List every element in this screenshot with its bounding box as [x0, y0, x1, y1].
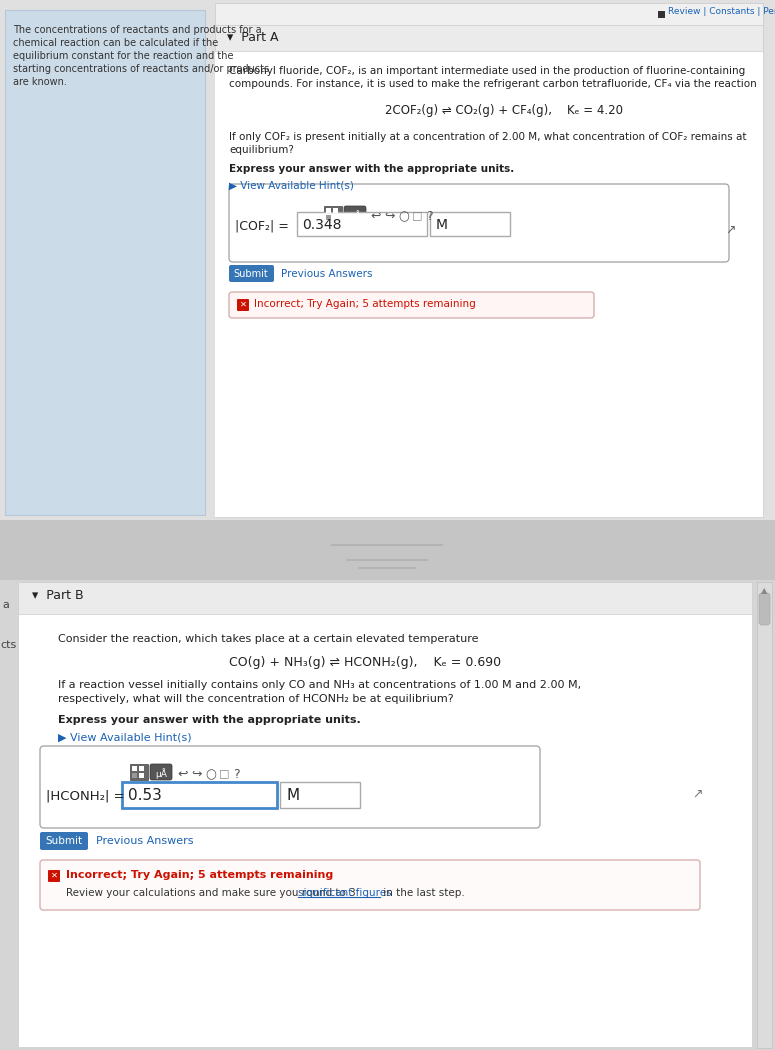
- Text: chemical reaction can be calculated if the: chemical reaction can be calculated if t…: [13, 38, 219, 48]
- Bar: [326, 208, 331, 213]
- Text: ↩: ↩: [370, 210, 381, 223]
- Bar: [130, 764, 148, 780]
- Bar: [139, 766, 144, 771]
- Text: |HCONH₂| =: |HCONH₂| =: [46, 790, 125, 803]
- FancyBboxPatch shape: [40, 860, 700, 910]
- Text: ▶ View Available Hint(s): ▶ View Available Hint(s): [229, 180, 354, 190]
- Text: ?: ?: [233, 768, 239, 781]
- Bar: [326, 215, 331, 220]
- Text: ✕: ✕: [239, 300, 246, 309]
- Bar: [0, 580, 775, 1050]
- Bar: [430, 212, 510, 236]
- Bar: [658, 10, 665, 18]
- Text: ▲: ▲: [761, 586, 767, 595]
- Bar: [215, 3, 763, 517]
- Bar: [215, 25, 763, 51]
- Bar: [18, 582, 752, 614]
- Text: M: M: [286, 788, 299, 803]
- Bar: [280, 782, 360, 808]
- FancyBboxPatch shape: [48, 870, 60, 882]
- Text: equilibrium?: equilibrium?: [229, 145, 294, 155]
- Text: significant figures: significant figures: [298, 888, 392, 898]
- Text: CO(g) + NH₃(g) ⇌ HCONH₂(g),    Kₑ = 0.690: CO(g) + NH₃(g) ⇌ HCONH₂(g), Kₑ = 0.690: [229, 656, 501, 669]
- Text: ✕: ✕: [50, 872, 57, 880]
- FancyBboxPatch shape: [229, 184, 729, 262]
- FancyBboxPatch shape: [237, 299, 249, 311]
- Bar: [324, 206, 342, 222]
- Bar: [215, 3, 763, 25]
- Bar: [333, 215, 338, 220]
- Text: in the last step.: in the last step.: [380, 888, 465, 898]
- Bar: [297, 212, 427, 236]
- Text: ▶ View Available Hint(s): ▶ View Available Hint(s): [58, 733, 191, 743]
- Text: Review | Constants | Periodic Table: Review | Constants | Periodic Table: [668, 7, 775, 16]
- Text: ?: ?: [426, 210, 432, 223]
- Text: Submit: Submit: [46, 836, 83, 846]
- FancyBboxPatch shape: [150, 764, 172, 780]
- FancyBboxPatch shape: [229, 292, 594, 318]
- Text: M: M: [436, 218, 448, 232]
- Bar: [122, 782, 277, 808]
- Bar: [0, 520, 775, 580]
- Text: are known.: are known.: [13, 77, 67, 87]
- Text: Express your answer with the appropriate units.: Express your answer with the appropriate…: [58, 715, 360, 724]
- Bar: [132, 773, 137, 778]
- Text: ↩: ↩: [177, 768, 188, 781]
- Text: μÅ: μÅ: [349, 210, 361, 220]
- Text: 2COF₂(g) ⇌ CO₂(g) + CF₄(g),    Kₑ = 4.20: 2COF₂(g) ⇌ CO₂(g) + CF₄(g), Kₑ = 4.20: [385, 104, 623, 117]
- Text: ↗: ↗: [692, 788, 702, 801]
- Text: ▾  Part A: ▾ Part A: [227, 32, 278, 44]
- Bar: [215, 51, 763, 517]
- Text: ↪: ↪: [191, 768, 202, 781]
- Text: ↪: ↪: [384, 210, 394, 223]
- Text: Incorrect; Try Again; 5 attempts remaining: Incorrect; Try Again; 5 attempts remaini…: [254, 299, 476, 309]
- Text: compounds. For instance, it is used to make the refrigerant carbon tetrafluoride: compounds. For instance, it is used to m…: [229, 79, 756, 89]
- Text: Carbonyl fluoride, COF₂, is an important intermediate used in the production of : Carbonyl fluoride, COF₂, is an important…: [229, 66, 746, 76]
- Text: |COF₂| =: |COF₂| =: [235, 220, 289, 233]
- Bar: [5, 10, 205, 514]
- Text: ○: ○: [398, 210, 409, 223]
- FancyBboxPatch shape: [344, 206, 366, 222]
- FancyBboxPatch shape: [759, 593, 770, 625]
- Bar: [139, 773, 144, 778]
- FancyBboxPatch shape: [229, 265, 274, 282]
- Bar: [132, 766, 137, 771]
- Text: Submit: Submit: [233, 269, 268, 279]
- Text: starting concentrations of reactants and/or products: starting concentrations of reactants and…: [13, 64, 269, 74]
- FancyBboxPatch shape: [40, 746, 540, 828]
- FancyBboxPatch shape: [40, 832, 88, 850]
- Text: □: □: [219, 768, 229, 778]
- Text: If a reaction vessel initially contains only CO and NH₃ at concentrations of 1.0: If a reaction vessel initially contains …: [58, 680, 581, 690]
- Bar: [18, 582, 752, 1047]
- Text: ▾  Part B: ▾ Part B: [32, 589, 84, 602]
- Text: The concentrations of reactants and products for a: The concentrations of reactants and prod…: [13, 25, 262, 35]
- Text: ○: ○: [205, 768, 216, 781]
- Text: If only COF₂ is present initially at a concentration of 2.00 M, what concentrati: If only COF₂ is present initially at a c…: [229, 132, 746, 142]
- Text: Previous Answers: Previous Answers: [281, 269, 373, 279]
- Bar: [757, 582, 772, 1048]
- Text: □: □: [412, 210, 422, 220]
- Text: Previous Answers: Previous Answers: [96, 836, 194, 846]
- Text: a: a: [2, 600, 9, 610]
- Text: Review your calculations and make sure you round to 3: Review your calculations and make sure y…: [66, 888, 359, 898]
- Text: cts: cts: [0, 640, 16, 650]
- Text: Incorrect; Try Again; 5 attempts remaining: Incorrect; Try Again; 5 attempts remaini…: [66, 870, 333, 880]
- Text: 0.348: 0.348: [302, 218, 342, 232]
- Text: μÅ: μÅ: [155, 768, 167, 779]
- Text: equilibrium constant for the reaction and the: equilibrium constant for the reaction an…: [13, 51, 233, 61]
- Text: 0.53: 0.53: [128, 788, 162, 803]
- Bar: [333, 208, 338, 213]
- Text: ↗: ↗: [725, 224, 735, 237]
- Text: respectively, what will the concentration of HCONH₂ be at equilibrium?: respectively, what will the concentratio…: [58, 694, 453, 704]
- Text: Consider the reaction, which takes place at a certain elevated temperature: Consider the reaction, which takes place…: [58, 634, 478, 644]
- Bar: [0, 0, 775, 520]
- Text: Express your answer with the appropriate units.: Express your answer with the appropriate…: [229, 164, 515, 174]
